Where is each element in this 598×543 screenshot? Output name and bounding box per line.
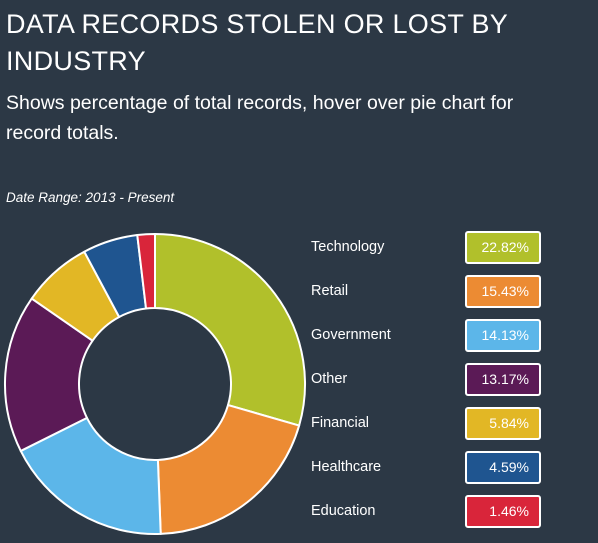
legend-value-badge: 1.46%: [465, 495, 541, 528]
chart-title: DATA RECORDS STOLEN OR LOST BY INDUSTRY: [6, 9, 508, 76]
legend-item: Financial 5.84%: [311, 404, 551, 448]
legend-item: Other 13.17%: [311, 360, 551, 404]
legend-value-badge: 5.84%: [465, 407, 541, 440]
chart-subtitle: Shows percentage of total records, hover…: [6, 92, 514, 144]
legend-item: Government 14.13%: [311, 316, 551, 360]
chart-legend: Technology 22.82% Retail 15.43% Government 14…: [311, 228, 551, 536]
legend-item: Retail 15.43%: [311, 272, 551, 316]
date-range: Date Range: 2013 - Present: [6, 190, 175, 205]
legend-value-badge: 4.59%: [465, 451, 541, 484]
slice-education[interactable]: [136, 233, 156, 310]
legend-value-badge: 13.17%: [465, 363, 541, 396]
legend-label: Technology: [311, 239, 385, 255]
legend-label: Other: [311, 371, 348, 387]
legend-item: Education 1.46%: [311, 492, 551, 536]
legend-value-badge: 14.13%: [465, 319, 541, 352]
legend-value-badge: 15.43%: [465, 275, 541, 308]
legend-label: Healthcare: [311, 459, 382, 475]
legend-value-badge: 22.82%: [465, 231, 541, 264]
slice-retail[interactable]: [156, 404, 301, 535]
legend-label: Financial: [311, 415, 370, 431]
legend-label: Education: [311, 503, 376, 519]
legend-item: Technology 22.82%: [311, 228, 551, 272]
legend-label: Retail: [311, 283, 349, 299]
donut-chart[interactable]: [0, 225, 310, 543]
slice-government[interactable]: [19, 416, 162, 535]
legend-label: Government: [311, 327, 391, 343]
slice-technology[interactable]: [154, 233, 306, 427]
legend-item: Healthcare 4.59%: [311, 448, 551, 492]
